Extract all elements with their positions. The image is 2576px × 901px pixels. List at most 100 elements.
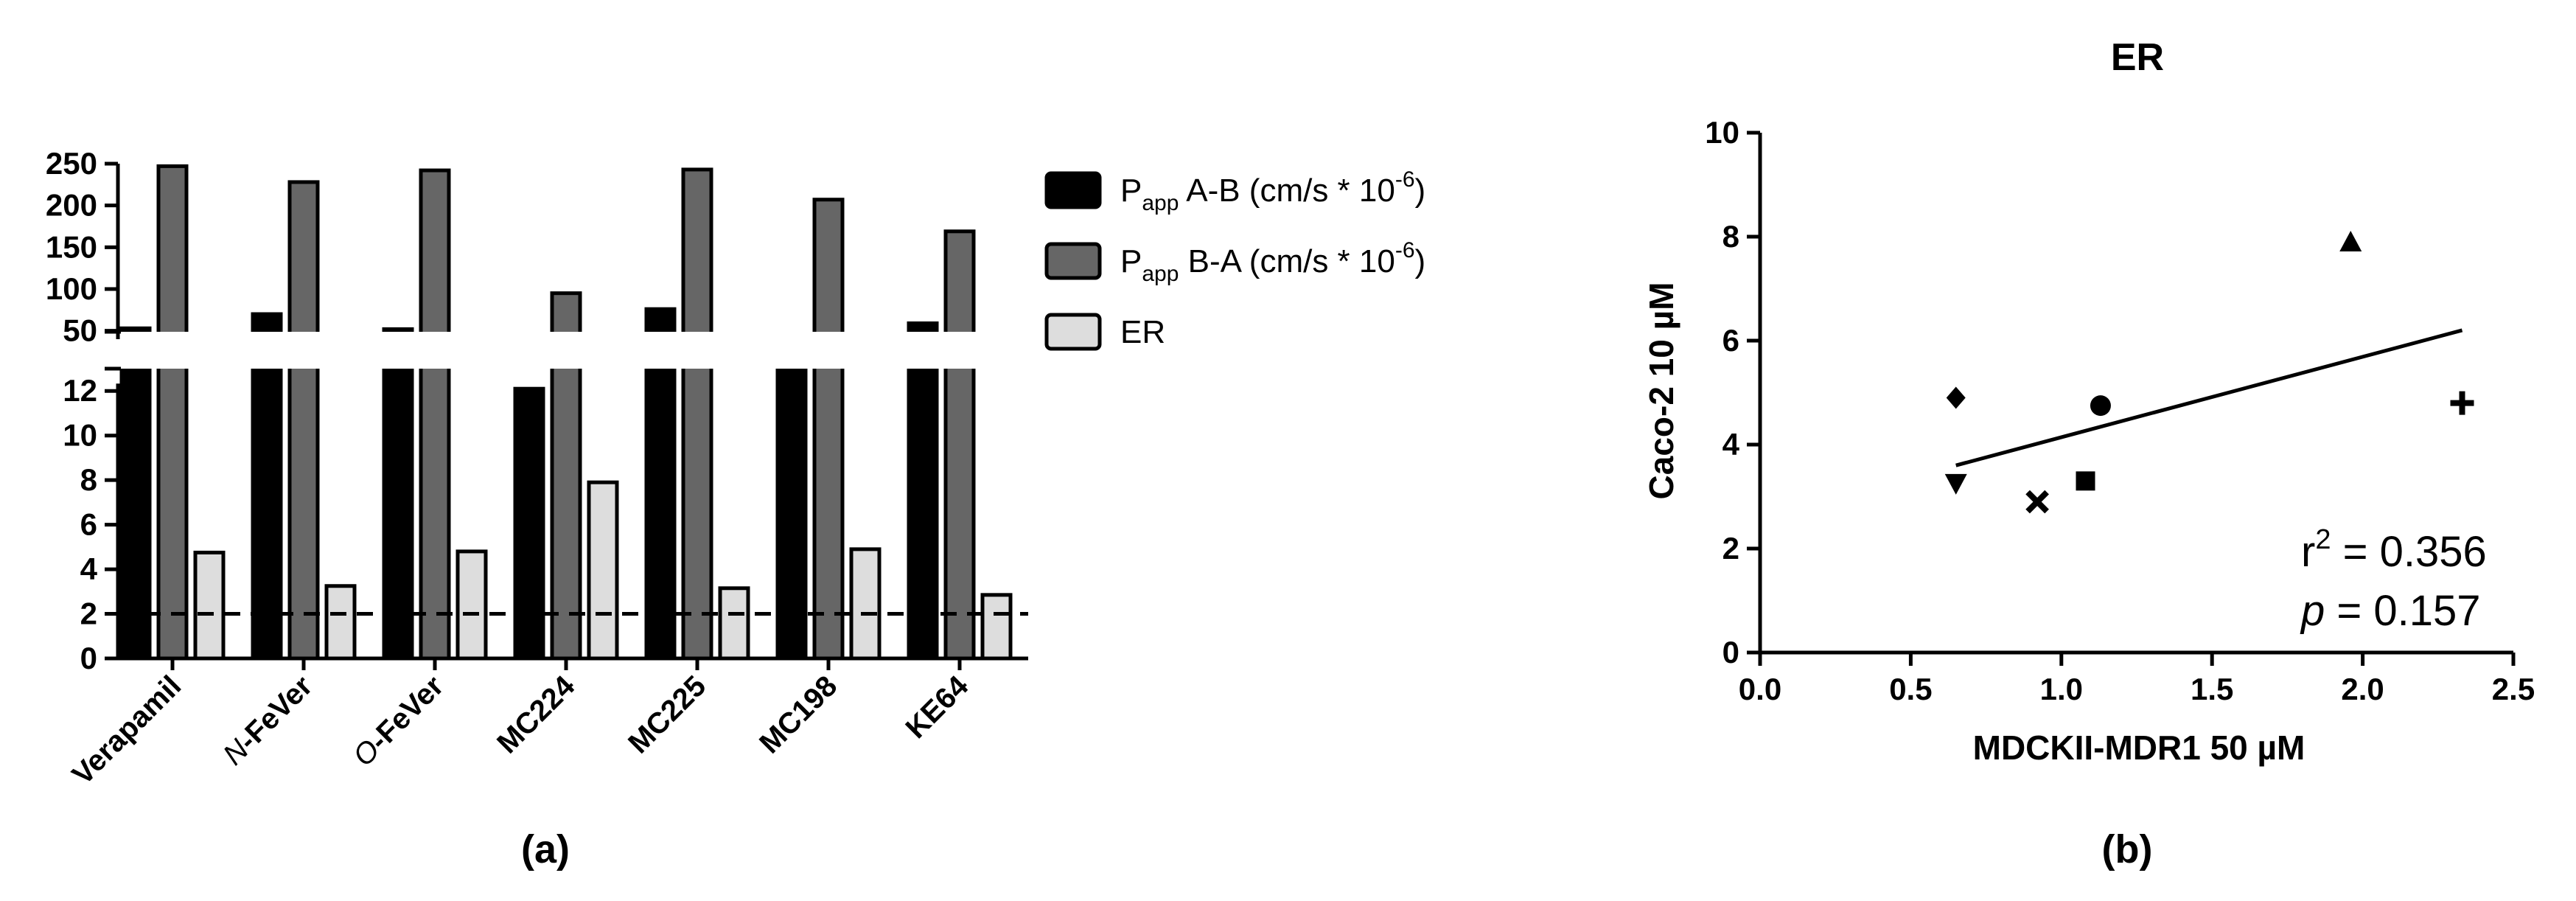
- scatter-chart-panel-b: ER 0.0 0.5 1.0 1.5 2.0 2.5 0 2 4 6 8 10 MDCKII-MDR1…: [1642, 36, 2535, 872]
- x-tick-label: 2.5: [2492, 672, 2535, 706]
- legend-swatch: [1044, 242, 1102, 280]
- bar-chart-category-labels: Verapamil N-FeVer O-FeVer MC224 MC225 MC198 KE…: [66, 669, 975, 791]
- scatter-points: [1944, 231, 2474, 514]
- y-tick-label: 100: [46, 271, 97, 306]
- category-label: KE64: [899, 669, 974, 745]
- bar: [419, 168, 451, 661]
- y-tick-label: 4: [80, 552, 98, 586]
- bar: [455, 549, 488, 661]
- scatter-ticks: 0.0 0.5 1.0 1.5 2.0 2.5 0 2 4 6 8 10: [1705, 115, 2535, 706]
- panel-a-label: (a): [521, 827, 570, 872]
- y-tick-label: 6: [1722, 323, 1739, 358]
- bar: [513, 386, 545, 661]
- y-tick-label: 0: [80, 641, 97, 675]
- bar: [907, 321, 939, 661]
- bar-chart-panel-a: 0 2 4 6 8 10 12 50 100 150 200 250 Verapamil N-FeVer…: [46, 146, 1425, 872]
- y-tick-label: 2: [80, 596, 97, 631]
- bar: [193, 550, 226, 661]
- y-tick-label: 250: [46, 146, 97, 181]
- y-tick-label: 0: [1722, 635, 1739, 669]
- bar: [943, 229, 976, 661]
- legend-sup: -6: [1395, 167, 1415, 192]
- point-triangle-up: [2339, 231, 2362, 252]
- y-tick-label: 200: [46, 188, 97, 223]
- legend-sub: app: [1142, 191, 1179, 215]
- legend-label: ER: [1120, 314, 1165, 350]
- scatter-axes: [1758, 133, 2513, 655]
- x-tick-label: 1.0: [2040, 672, 2083, 706]
- r-squared-equals: =: [2331, 528, 2379, 576]
- legend-main: P: [1120, 173, 1142, 209]
- p-value: 0.157: [2373, 587, 2480, 635]
- bar: [718, 586, 750, 661]
- scatter-title: ER: [2111, 36, 2164, 79]
- y-tick-label: 2: [1722, 531, 1739, 566]
- bar: [324, 584, 357, 661]
- fit-line: [1955, 328, 2463, 467]
- y-tick-label: 12: [63, 373, 97, 408]
- legend-rest: A-B (cm/s * 10: [1179, 173, 1395, 209]
- category-label: MC198: [753, 669, 843, 759]
- legend-rest: B-A (cm/s * 10: [1179, 243, 1395, 279]
- legend-swatch: [1044, 171, 1102, 209]
- point-plus: [2450, 391, 2474, 415]
- point-triangle-down: [1944, 473, 1967, 495]
- y-tick-label: 10: [1705, 115, 1739, 150]
- category-label: MC224: [491, 669, 582, 760]
- r-squared-annotation: r2 = 0.356: [2301, 524, 2487, 576]
- bar: [287, 180, 320, 661]
- r-squared-value: 0.356: [2380, 528, 2487, 576]
- axis-break-gap: [96, 332, 1036, 369]
- point-diamond: [1946, 386, 1966, 409]
- bar-chart-y-ticks: 0 2 4 6 8 10 12 50 100 150 200 250: [46, 146, 118, 675]
- bar: [849, 547, 882, 661]
- point-square: [2076, 471, 2095, 491]
- legend-swatch: [1044, 313, 1102, 351]
- legend-label: Papp A-B (cm/s * 10-6): [1120, 167, 1425, 215]
- legend-close: ): [1415, 173, 1426, 209]
- legend-close: ): [1415, 243, 1426, 279]
- y-tick-label: 6: [80, 507, 97, 542]
- point-circle: [2090, 395, 2111, 417]
- bar: [812, 198, 845, 661]
- x-tick-label: 0.5: [1889, 672, 1932, 706]
- scatter-x-axis-label: MDCKII-MDR1 50 µM: [1973, 728, 2306, 767]
- bar: [681, 167, 713, 661]
- bar: [119, 326, 152, 661]
- x-tick-label: 1.5: [2191, 672, 2233, 706]
- bar-series-group: [96, 164, 1036, 661]
- bar: [775, 333, 808, 661]
- y-tick-label: 4: [1722, 427, 1740, 462]
- y-tick-label: 8: [1722, 219, 1739, 254]
- bar-chart-legend: Papp A-B (cm/s * 10-6)Papp B-A (cm/s * 1…: [1044, 167, 1425, 351]
- p-symbol: p: [2300, 587, 2325, 635]
- y-tick-label: 8: [80, 462, 97, 497]
- p-value-annotation: p = 0.157: [2300, 587, 2481, 635]
- bar: [382, 327, 414, 661]
- y-tick-label: 10: [63, 418, 97, 453]
- bar: [587, 480, 619, 661]
- r-squared-sup: 2: [2315, 524, 2331, 555]
- panel-b-label: (b): [2102, 827, 2153, 872]
- y-tick-label: 50: [63, 313, 97, 348]
- scatter-y-axis-label: Caco-2 10 µM: [1642, 282, 1680, 500]
- legend-label: Papp B-A (cm/s * 10-6): [1120, 238, 1425, 286]
- category-label: MC225: [622, 669, 712, 759]
- point-x: [2025, 490, 2049, 514]
- legend-sup: -6: [1395, 238, 1415, 262]
- bar: [980, 593, 1013, 661]
- x-tick-label: 0.0: [1739, 672, 1781, 706]
- r-symbol: r: [2301, 528, 2315, 576]
- category-label-rest: -FeVer: [232, 669, 319, 756]
- legend-main: P: [1120, 243, 1142, 279]
- p-equals: =: [2325, 587, 2373, 635]
- category-label: Verapamil: [66, 669, 188, 791]
- category-label-rest: -FeVer: [363, 669, 450, 756]
- category-label: N-FeVer: [217, 669, 318, 771]
- category-label: O-FeVer: [347, 669, 450, 773]
- point-x-stroke: [2025, 490, 2049, 514]
- x-tick-label: 2.0: [2341, 672, 2384, 706]
- bar: [156, 164, 189, 661]
- y-tick-label: 150: [46, 229, 97, 264]
